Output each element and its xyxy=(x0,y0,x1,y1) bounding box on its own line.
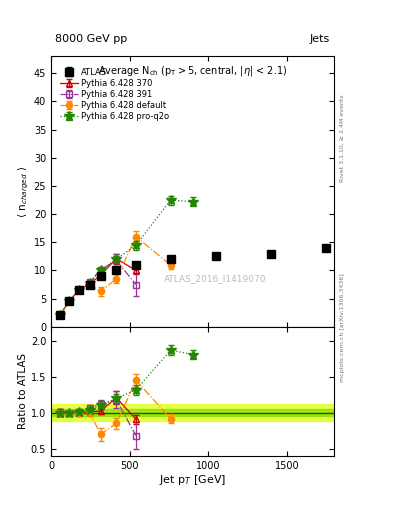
Bar xyxy=(51,404,334,421)
Text: Average N$_{\mathregular{ch}}$ (p$_{\mathregular{T}}$$>$5, central, $|\eta|$ < 2: Average N$_{\mathregular{ch}}$ (p$_{\mat… xyxy=(98,65,287,78)
Text: ATLAS_2016_I1419070: ATLAS_2016_I1419070 xyxy=(164,273,266,283)
Text: 8000 GeV pp: 8000 GeV pp xyxy=(55,33,127,44)
Text: Jets: Jets xyxy=(310,33,330,44)
Y-axis label: Ratio to ATLAS: Ratio to ATLAS xyxy=(18,353,28,430)
Legend: ATLAS, Pythia 6.428 370, Pythia 6.428 391, Pythia 6.428 default, Pythia 6.428 pr: ATLAS, Pythia 6.428 370, Pythia 6.428 39… xyxy=(58,66,171,122)
Bar xyxy=(51,409,334,416)
Text: mcplots.cern.ch [arXiv:1306.3436]: mcplots.cern.ch [arXiv:1306.3436] xyxy=(340,273,345,382)
Text: Rivet 3.1.10, ≥ 2.4M events: Rivet 3.1.10, ≥ 2.4M events xyxy=(340,94,345,182)
Y-axis label: $\langle$ n$_{charged}$ $\rangle$: $\langle$ n$_{charged}$ $\rangle$ xyxy=(17,165,31,218)
X-axis label: Jet p$_T$ [GeV]: Jet p$_T$ [GeV] xyxy=(159,473,226,487)
